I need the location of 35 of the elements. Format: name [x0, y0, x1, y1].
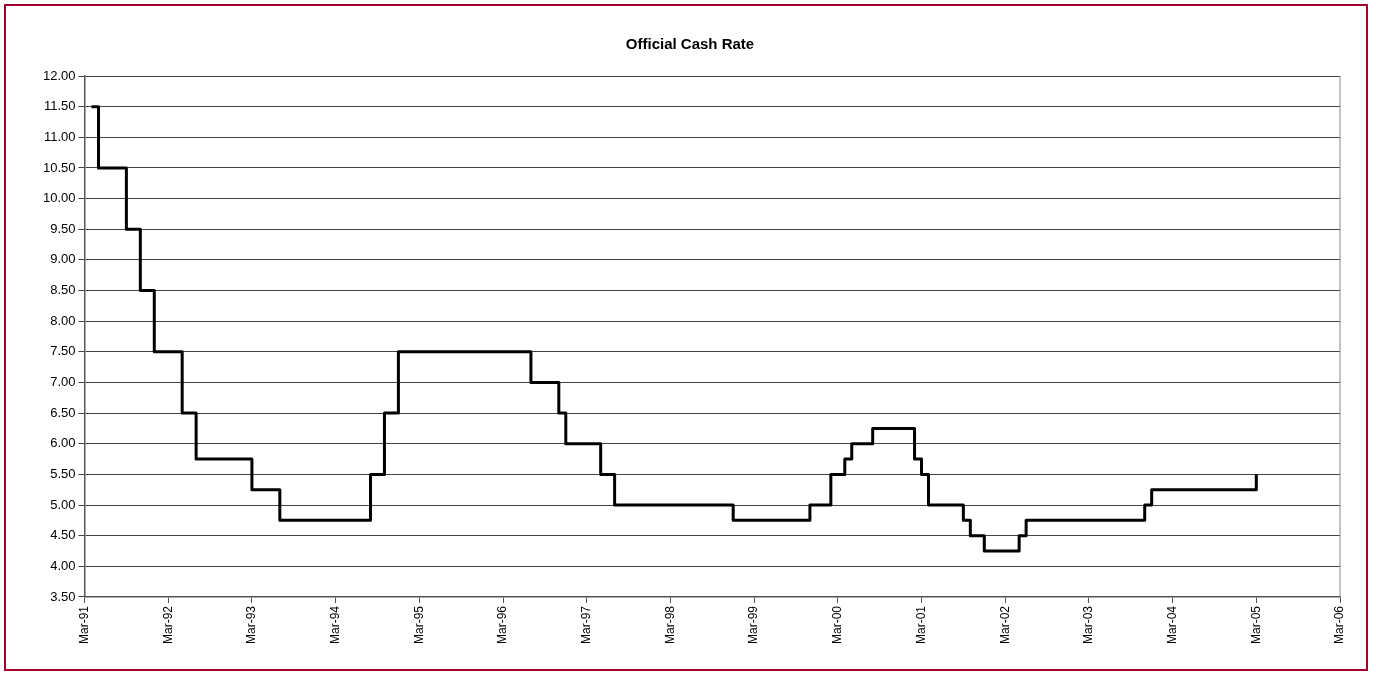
- y-tick-label: 8.00: [50, 312, 76, 328]
- chart-title: Official Cash Rate: [625, 35, 755, 53]
- x-tick-label: Mar-92: [160, 605, 175, 645]
- x-tick-label: Mar-05: [1248, 605, 1263, 645]
- y-tick-label: 10.50: [42, 159, 76, 175]
- x-tick-label: Mar-99: [746, 605, 761, 645]
- x-tick-label: Mar-01: [913, 605, 928, 645]
- y-tick-label: 10.00: [42, 190, 76, 206]
- y-tick-label: 9.00: [50, 251, 76, 267]
- x-tick-label: Mar-93: [244, 605, 259, 645]
- x-tick-label: Mar-91: [76, 605, 91, 645]
- x-tick-label: Mar-03: [1081, 605, 1096, 645]
- y-tick-label: 6.50: [50, 404, 76, 420]
- x-tick-label: Mar-96: [495, 605, 510, 645]
- y-tick-label: 5.00: [50, 496, 76, 512]
- x-tick-label: Mar-02: [997, 605, 1012, 645]
- y-tick-label: 12.00: [42, 67, 76, 83]
- x-tick-label: Mar-04: [1164, 605, 1179, 645]
- x-tick-label: Mar-98: [662, 605, 677, 645]
- y-tick-label: 11.00: [43, 128, 76, 144]
- x-tick-label: Mar-95: [411, 605, 426, 645]
- y-tick-label: 4.00: [50, 557, 76, 573]
- x-tick-label: Mar-97: [579, 605, 594, 645]
- y-tick-label: 3.50: [50, 588, 76, 604]
- y-tick-label: 5.50: [50, 465, 76, 481]
- y-tick-label: 8.50: [50, 282, 76, 298]
- y-tick-label: 7.00: [50, 374, 76, 390]
- y-tick-label: 7.50: [50, 343, 76, 359]
- y-tick-label: 9.50: [50, 220, 76, 236]
- y-tick-label: 6.00: [50, 435, 76, 451]
- y-tick-label: 4.50: [50, 527, 76, 543]
- x-tick-label: Mar-06: [1332, 605, 1347, 645]
- y-tick-label: 11.50: [43, 98, 76, 114]
- x-tick-label: Mar-94: [327, 605, 342, 645]
- x-tick-label: Mar-00: [830, 605, 845, 645]
